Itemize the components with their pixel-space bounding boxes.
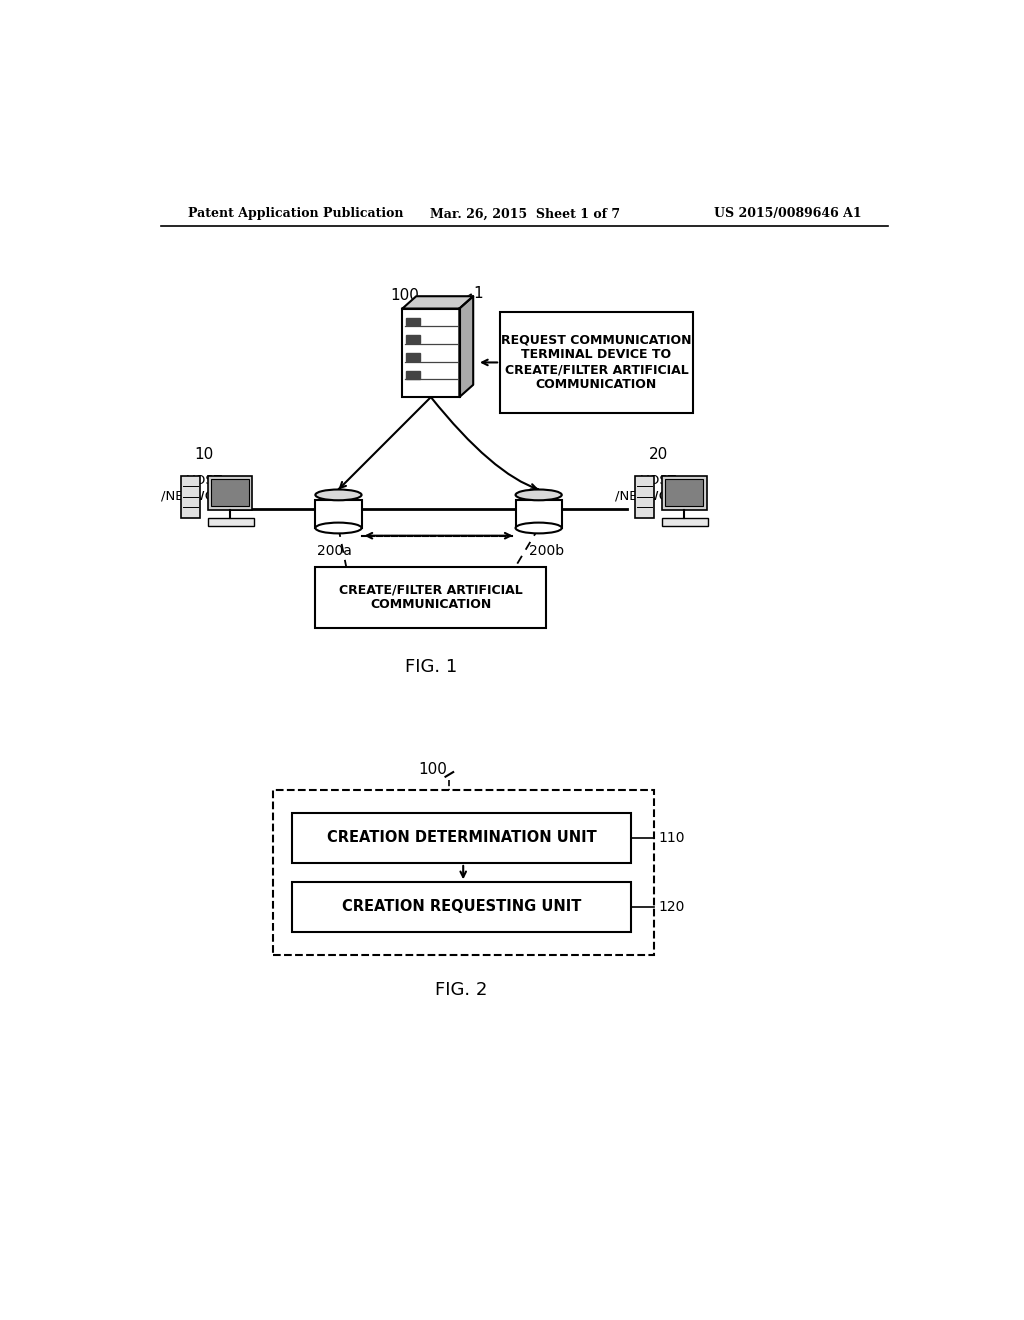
Bar — [515, 500, 562, 528]
Bar — [402, 309, 460, 397]
Ellipse shape — [315, 523, 361, 533]
Polygon shape — [402, 296, 473, 309]
Ellipse shape — [315, 490, 361, 500]
Bar — [662, 517, 708, 525]
Bar — [315, 566, 547, 628]
Bar — [315, 500, 361, 528]
Bar — [273, 789, 654, 956]
Bar — [500, 313, 692, 412]
Text: FIG. 2: FIG. 2 — [435, 981, 487, 999]
Text: 110: 110 — [658, 830, 684, 845]
Text: REQUEST COMMUNICATION
TERMINAL DEVICE TO
CREATE/FILTER ARTIFICIAL
COMMUNICATION: REQUEST COMMUNICATION TERMINAL DEVICE TO… — [501, 334, 691, 392]
Text: HOST
/NETWORK B: HOST /NETWORK B — [615, 474, 700, 502]
Bar — [208, 517, 254, 525]
Text: 200b: 200b — [528, 544, 564, 558]
Bar — [211, 479, 249, 507]
Text: 1: 1 — [473, 285, 483, 301]
Text: CREATION REQUESTING UNIT: CREATION REQUESTING UNIT — [342, 899, 582, 915]
Text: CREATE/FILTER ARTIFICIAL
COMMUNICATION: CREATE/FILTER ARTIFICIAL COMMUNICATION — [339, 583, 522, 611]
Text: 200a: 200a — [317, 544, 352, 558]
Bar — [407, 335, 420, 343]
Text: 100: 100 — [418, 762, 446, 776]
Bar — [292, 882, 631, 932]
Bar — [407, 318, 420, 326]
Bar — [662, 475, 707, 511]
Text: HOST
/NETWORK A: HOST /NETWORK A — [161, 474, 247, 502]
Polygon shape — [460, 296, 473, 397]
Ellipse shape — [515, 523, 562, 533]
Bar — [180, 475, 200, 517]
Text: Patent Application Publication: Patent Application Publication — [188, 207, 403, 220]
Text: CREATION DETERMINATION UNIT: CREATION DETERMINATION UNIT — [327, 830, 597, 845]
Bar — [665, 479, 703, 507]
Text: 100: 100 — [390, 288, 419, 304]
Bar — [407, 371, 420, 379]
Text: 120: 120 — [658, 900, 684, 913]
Text: 20: 20 — [648, 447, 668, 462]
Text: 10: 10 — [195, 447, 213, 462]
Text: FIG. 1: FIG. 1 — [404, 657, 457, 676]
Bar — [407, 352, 420, 360]
Text: Mar. 26, 2015  Sheet 1 of 7: Mar. 26, 2015 Sheet 1 of 7 — [430, 207, 620, 220]
Bar — [292, 813, 631, 863]
Text: US 2015/0089646 A1: US 2015/0089646 A1 — [715, 207, 862, 220]
Bar — [208, 475, 252, 511]
Bar — [635, 475, 654, 517]
Ellipse shape — [515, 490, 562, 500]
